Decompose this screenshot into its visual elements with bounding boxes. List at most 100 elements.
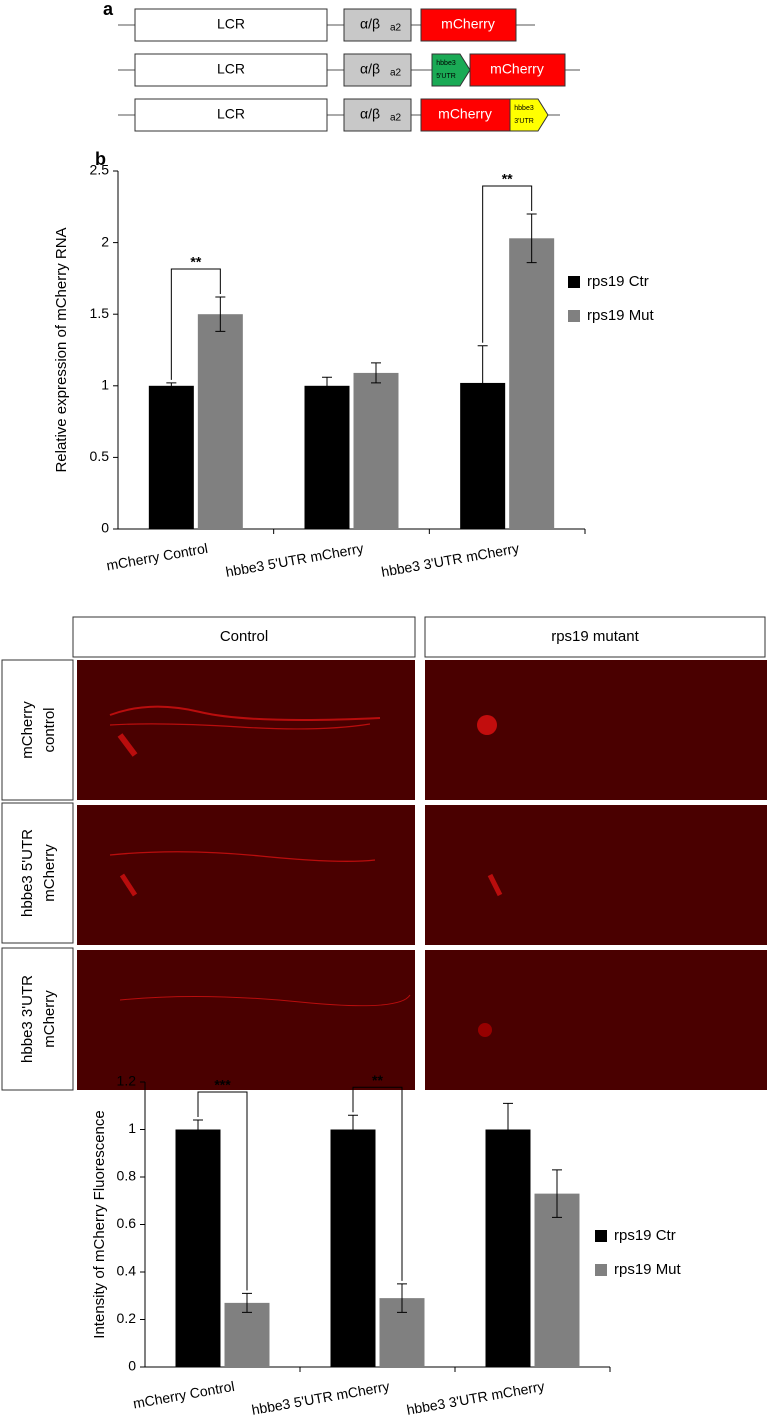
- significance-label: ***: [214, 1077, 231, 1093]
- bar: [175, 1129, 221, 1367]
- y-tick-label: 1: [101, 377, 109, 393]
- y-tick-label: 0.4: [117, 1263, 137, 1279]
- legend-swatch: [568, 276, 580, 288]
- micrograph: [425, 950, 767, 1090]
- x-tick-label: hbbe3 5'UTR mCherry: [250, 1378, 390, 1418]
- error-bar: [322, 376, 332, 395]
- legend-label: rps19 Ctr: [614, 1227, 676, 1244]
- column-label: Control: [220, 628, 268, 645]
- micrograph-grid: Control rps19 mutant mCherry control hbb…: [1, 616, 767, 1091]
- micrograph: [425, 660, 767, 800]
- row-label: mCherry: [41, 990, 58, 1048]
- legend-label: rps19 Mut: [587, 307, 655, 324]
- y-tick-label: 0: [101, 520, 109, 536]
- error-bar: [503, 1102, 513, 1157]
- mcherry-box: [420, 98, 511, 132]
- utr5-label: 5'UTR: [436, 73, 456, 80]
- promoter-sub: a2: [390, 68, 402, 79]
- error-bar: [166, 382, 177, 390]
- utr3-label: 3'UTR: [514, 118, 534, 125]
- lcr-box: [134, 8, 328, 42]
- significance-bracket: [352, 1086, 403, 1281]
- y-tick-label: 0.8: [117, 1168, 137, 1184]
- row-header: [1, 802, 74, 944]
- error-bar: [397, 1283, 407, 1313]
- promoter-sub: a2: [390, 113, 402, 124]
- utr-gene-label: hbbe3: [514, 105, 534, 112]
- lcr-label: LCR: [217, 106, 245, 122]
- utr5-box: [431, 53, 471, 87]
- x-tick-label: hbbe3 3'UTR mCherry: [405, 1378, 545, 1418]
- micrograph: [77, 805, 415, 945]
- utr3-box: [509, 98, 549, 132]
- lcr-box: [134, 98, 328, 132]
- error-bar: [348, 1114, 358, 1145]
- micrograph: [77, 660, 415, 800]
- construct-diagram: LCR α/β a2 mCherry LCR α/β a2 hbbe3 5'UT…: [118, 8, 580, 132]
- significance-bracket: [482, 185, 533, 343]
- promoter-label: α/β: [360, 61, 380, 77]
- x-tick-label: hbbe3 3'UTR mCherry: [380, 540, 520, 580]
- error-bar: [477, 345, 488, 421]
- column-header: [72, 616, 416, 658]
- error-bar: [242, 1292, 252, 1313]
- row-label: mCherry: [19, 701, 36, 759]
- panel-label: a: [103, 0, 114, 19]
- mcherry-label: mCherry: [490, 61, 544, 77]
- bar: [148, 385, 194, 529]
- bar: [330, 1129, 376, 1367]
- x-tick-label: hbbe3 5'UTR mCherry: [224, 540, 364, 580]
- lcr-label: LCR: [217, 61, 245, 77]
- mcherry-label: mCherry: [438, 106, 492, 122]
- row-label: mCherry: [41, 844, 58, 902]
- column-label: rps19 mutant: [551, 628, 639, 645]
- y-tick-label: 2: [101, 233, 109, 249]
- legend-swatch: [568, 310, 580, 322]
- micrograph: [77, 950, 415, 1090]
- row-label: control: [41, 707, 58, 752]
- micrograph: [425, 805, 767, 945]
- significance-label: **: [372, 1072, 383, 1088]
- promoter-box: [343, 53, 412, 87]
- y-tick-label: 1: [128, 1120, 136, 1136]
- error-bar: [552, 1169, 562, 1218]
- error-bar: [215, 296, 226, 332]
- bar: [304, 385, 350, 529]
- y-tick-label: 0: [128, 1358, 136, 1374]
- bar: [353, 372, 399, 529]
- row-label: hbbe3 5'UTR: [19, 829, 36, 917]
- error-bar: [371, 362, 381, 384]
- error-bar: [526, 213, 537, 264]
- mcherry-box: [469, 53, 566, 87]
- fish-signal: [109, 705, 503, 1037]
- legend-label: rps19 Ctr: [587, 273, 649, 290]
- y-tick-label: 0.6: [117, 1215, 137, 1231]
- y-tick-label: 1.2: [117, 1073, 137, 1089]
- bar: [197, 314, 243, 529]
- row-label: hbbe3 3'UTR: [19, 975, 36, 1063]
- column-header: [424, 616, 766, 658]
- promoter-label: α/β: [360, 106, 380, 122]
- promoter-sub: a2: [390, 23, 402, 34]
- utr-gene-label: hbbe3: [436, 60, 456, 67]
- mcherry-box: [420, 8, 517, 42]
- promoter-box: [343, 98, 412, 132]
- x-tick-label: mCherry Control: [132, 1378, 236, 1412]
- row-header: [1, 947, 74, 1091]
- y-tick-label: 0.5: [90, 448, 110, 464]
- y-tick-label: 0.2: [117, 1310, 137, 1326]
- panel-label: b: [95, 149, 106, 169]
- significance-label: **: [502, 171, 513, 187]
- bar: [485, 1129, 531, 1367]
- lcr-box: [134, 53, 328, 87]
- significance-bracket: [170, 268, 221, 380]
- bar: [509, 238, 555, 529]
- bar: [224, 1302, 270, 1367]
- bar: [534, 1193, 580, 1367]
- promoter-label: α/β: [360, 16, 380, 32]
- significance-label: **: [190, 254, 201, 270]
- y-axis-label: Relative expression of mCherry RNA: [53, 227, 70, 472]
- legend-swatch: [595, 1230, 607, 1242]
- legend-label: rps19 Mut: [614, 1261, 682, 1278]
